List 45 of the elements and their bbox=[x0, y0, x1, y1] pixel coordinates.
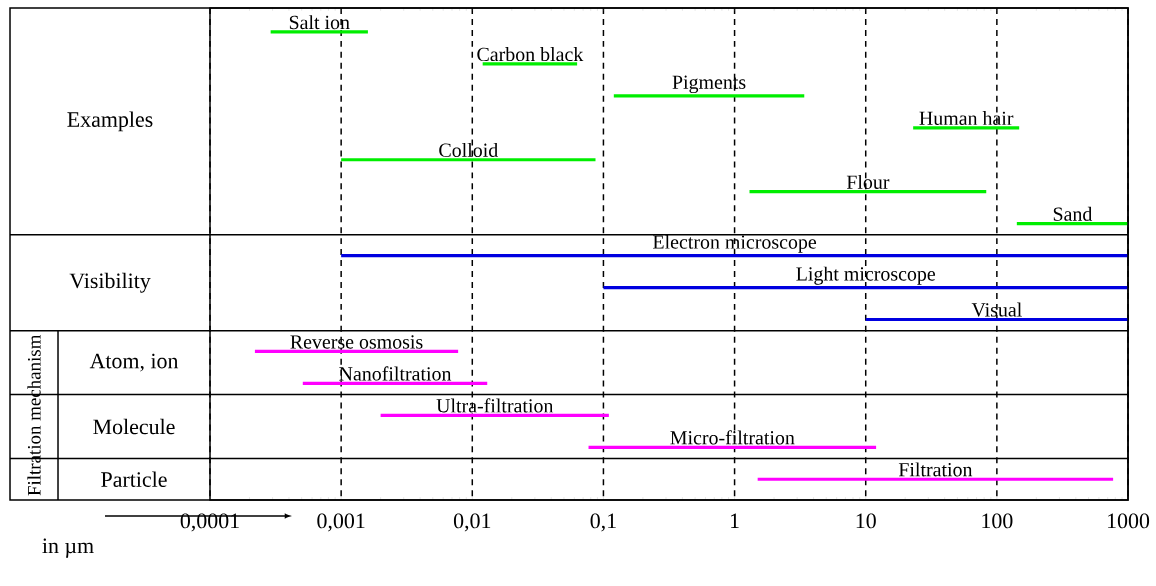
bar bbox=[613, 94, 805, 98]
bar bbox=[482, 62, 578, 66]
x-tick-label: 10 bbox=[856, 513, 876, 529]
bar bbox=[302, 381, 488, 385]
y-tick-label: Micro-filtration bbox=[670, 430, 795, 445]
y-tick-label: Colloid bbox=[439, 142, 498, 157]
y-tick-label: Carbon black bbox=[477, 47, 584, 62]
text: Atom, ion bbox=[89, 353, 179, 372]
x-tick-label: 1 bbox=[731, 513, 739, 528]
y-tick-label: Reverse osmosis bbox=[290, 335, 423, 349]
bar bbox=[757, 477, 1114, 481]
y-tick-label: Filtration bbox=[898, 462, 973, 477]
bar bbox=[865, 317, 1129, 322]
text: Particle bbox=[101, 471, 167, 487]
bar bbox=[270, 30, 368, 34]
y-tick-label: Visual bbox=[971, 302, 1022, 317]
bar bbox=[588, 445, 877, 449]
text: Filtration mechanism bbox=[27, 334, 41, 496]
text: Visibility bbox=[69, 272, 151, 293]
x-tick-label: 100 bbox=[982, 513, 1013, 529]
bar bbox=[341, 158, 596, 162]
x-tick-label: 0,1 bbox=[590, 513, 616, 532]
x-axis-title: in µm bbox=[42, 538, 94, 558]
y-tick-label: Salt ion bbox=[289, 15, 350, 30]
bar bbox=[254, 349, 459, 354]
y-tick-label: Pigments bbox=[672, 75, 746, 94]
bar bbox=[1016, 222, 1129, 226]
y-tick-label: Electron microscope bbox=[653, 234, 817, 253]
y-tick-label: Flour bbox=[846, 174, 890, 189]
bar bbox=[380, 413, 609, 417]
y-tick-label: Light microscope bbox=[796, 266, 936, 285]
y-tick-label: Sand bbox=[1053, 206, 1093, 221]
text: Molecule bbox=[93, 418, 175, 435]
x-tick-label: 1000 bbox=[1108, 513, 1150, 529]
y-tick-label: Ultra-filtration bbox=[436, 398, 554, 413]
bar bbox=[913, 126, 1020, 130]
bar bbox=[749, 190, 987, 194]
bar bbox=[603, 285, 1129, 290]
bar bbox=[341, 254, 1129, 258]
y-tick-label: Nanofiltration bbox=[339, 366, 452, 381]
y-tick-label: Human hair bbox=[919, 110, 1014, 126]
text: Examples bbox=[67, 111, 153, 132]
x-tick-label: 0,0001 bbox=[180, 513, 239, 532]
x-tick-label: 0,001 bbox=[317, 513, 365, 532]
x-tick-label: 0,01 bbox=[453, 513, 491, 532]
